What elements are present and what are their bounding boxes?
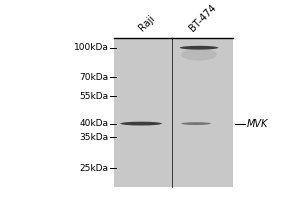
Text: 55kDa: 55kDa <box>79 92 108 101</box>
Ellipse shape <box>120 122 162 125</box>
Text: 25kDa: 25kDa <box>80 164 108 173</box>
Bar <box>114 38 233 187</box>
Text: 70kDa: 70kDa <box>79 73 108 82</box>
Text: Raji: Raji <box>137 13 157 33</box>
Text: 100kDa: 100kDa <box>74 43 108 52</box>
Ellipse shape <box>180 46 218 50</box>
Text: BT-474: BT-474 <box>188 2 218 33</box>
Text: MVK: MVK <box>247 119 268 129</box>
Text: 35kDa: 35kDa <box>79 133 108 142</box>
Ellipse shape <box>181 49 217 61</box>
Ellipse shape <box>181 122 211 125</box>
Text: 40kDa: 40kDa <box>80 119 108 128</box>
